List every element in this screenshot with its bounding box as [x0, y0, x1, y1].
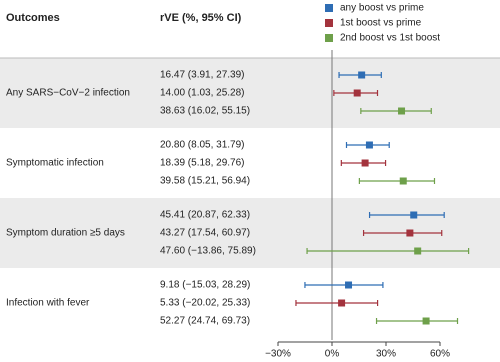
value-label: 43.27 (17.54, 60.97) — [160, 228, 250, 239]
point — [406, 229, 414, 237]
point — [358, 71, 366, 79]
point — [422, 317, 430, 325]
value-label: 14.00 (1.03, 25.28) — [160, 88, 245, 99]
legend-swatch — [325, 34, 333, 42]
point — [361, 159, 369, 167]
column-header: rVE (%, 95% CI) — [160, 12, 242, 24]
point — [345, 281, 353, 289]
point — [414, 247, 422, 255]
x-tick-label: −30% — [265, 349, 291, 360]
column-header: Outcomes — [6, 12, 60, 24]
legend-swatch — [325, 4, 333, 12]
legend-label: 2nd boost vs 1st boost — [340, 33, 440, 44]
x-tick-label: 30% — [376, 349, 396, 360]
point — [399, 177, 407, 185]
value-label: 45.41 (20.87, 62.33) — [160, 210, 250, 221]
value-label: 5.33 (−20.02, 25.33) — [160, 298, 250, 309]
value-label: 9.18 (−15.03, 28.29) — [160, 280, 250, 291]
value-label: 47.60 (−13.86, 75.89) — [160, 246, 256, 257]
value-label: 39.58 (15.21, 56.94) — [160, 176, 250, 187]
point — [365, 141, 373, 149]
point — [410, 211, 418, 219]
point — [353, 89, 361, 97]
value-label: 52.27 (24.74, 69.73) — [160, 316, 250, 327]
value-label: 38.63 (16.02, 55.15) — [160, 106, 250, 117]
category-label: Infection with fever — [6, 298, 90, 309]
value-label: 16.47 (3.91, 27.39) — [160, 70, 245, 81]
point — [398, 107, 406, 115]
point — [338, 299, 346, 307]
category-label: Any SARS−CoV−2 infection — [6, 88, 130, 99]
row-band — [0, 58, 500, 128]
legend-swatch — [325, 19, 333, 27]
value-label: 20.80 (8.05, 31.79) — [160, 140, 245, 151]
category-label: Symptomatic infection — [6, 158, 104, 169]
value-label: 18.39 (5.18, 29.76) — [160, 158, 245, 169]
legend-label: any boost vs prime — [340, 3, 424, 14]
x-tick-label: 0% — [325, 349, 340, 360]
category-label: Symptom duration ≥5 days — [6, 228, 125, 239]
legend-label: 1st boost vs prime — [340, 18, 422, 29]
x-tick-label: 60% — [430, 349, 450, 360]
